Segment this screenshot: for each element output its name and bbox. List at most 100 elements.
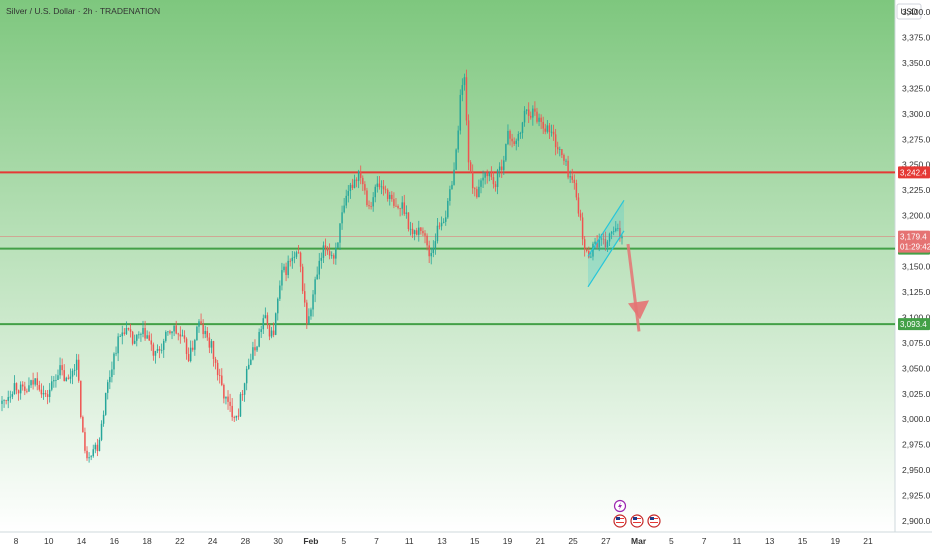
candle-body (167, 331, 169, 333)
candle-body (426, 235, 428, 246)
candle-body (115, 353, 117, 355)
candle-body (179, 334, 182, 337)
candle-body (61, 365, 63, 371)
x-tick-label: 19 (503, 536, 513, 546)
candle-body (374, 186, 376, 198)
candle-body (538, 117, 540, 122)
candle-body (250, 359, 252, 365)
candle-body (123, 332, 126, 334)
candle-body (73, 369, 76, 371)
x-tick-label: 21 (863, 536, 873, 546)
currency-button[interactable]: USD (896, 3, 922, 20)
candle-body (312, 294, 314, 310)
candle-body (57, 375, 59, 381)
candle-body (527, 109, 530, 116)
x-tick-label: 30 (273, 536, 283, 546)
x-tick-label: 7 (374, 536, 379, 546)
candle-body (372, 197, 374, 207)
candle-body (333, 255, 335, 259)
candle-body (183, 335, 186, 339)
candle-body (3, 400, 5, 402)
candle-body (258, 331, 260, 347)
candle-body (569, 176, 571, 178)
candle-body (26, 390, 28, 392)
candle-body (310, 309, 312, 317)
y-tick-label: 3,000.0 (902, 414, 931, 424)
candle-body (158, 348, 161, 351)
candle-body (368, 205, 370, 207)
candle-body (154, 350, 157, 356)
candle-body (428, 245, 430, 257)
candle-body (65, 377, 68, 382)
candle-body (119, 336, 121, 338)
candle-body (225, 396, 227, 399)
down-arrow-drawing[interactable] (626, 243, 649, 332)
candle-body (380, 186, 383, 188)
x-tick-label: 5 (669, 536, 674, 546)
candle-body (63, 370, 65, 382)
candle-body (592, 243, 594, 257)
candle-body (565, 160, 567, 162)
candle-body (436, 225, 439, 242)
candle-body (461, 85, 464, 95)
candle-body (113, 353, 115, 370)
x-tick-label: 22 (175, 536, 185, 546)
candle-body (513, 141, 515, 144)
candle-body (353, 179, 356, 188)
price-axis[interactable]: 3,400.0 3,375.0 3,350.0 3,325.0 3,300.0 3,275… (902, 7, 931, 526)
candle-body (160, 349, 163, 351)
us-flag-event[interactable] (613, 514, 627, 528)
y-tick-label: 3,225.0 (902, 185, 931, 195)
candle-body (525, 109, 528, 111)
plot-background (0, 0, 895, 532)
candle-body (192, 347, 194, 350)
candle-body (617, 227, 619, 229)
x-tick-label: 10 (44, 536, 54, 546)
y-tick-label: 3,150.0 (902, 262, 931, 272)
candle-body (420, 227, 422, 231)
svg-text:3,242.4: 3,242.4 (900, 168, 927, 177)
candle-body (532, 108, 534, 118)
candle-body (583, 239, 586, 250)
candle-body (212, 341, 215, 359)
x-tick-label: 15 (798, 536, 808, 546)
candle-body (111, 369, 113, 377)
lightning-event[interactable] (613, 499, 627, 513)
candle-body (1, 400, 3, 404)
channel-lower-line[interactable] (587, 230, 625, 288)
time-axis[interactable]: 8 10 14 16 18 22 24 28 30 Feb 5 7 11 13 15 19 21 25 27 Mar 5… (14, 536, 873, 546)
channel-upper-line[interactable] (587, 200, 625, 257)
candle-body (254, 347, 256, 351)
candle-body (214, 358, 217, 363)
candle-body (575, 182, 578, 198)
y-tick-label: 3,275.0 (902, 134, 931, 144)
event-markers[interactable] (613, 499, 661, 528)
candle-body (256, 346, 258, 351)
candle-body (571, 176, 573, 180)
candle-body (71, 370, 74, 377)
candle-body (306, 302, 308, 324)
countdown-label: 01:29:42 (900, 243, 932, 252)
candle-body (301, 266, 304, 292)
candle-body (100, 423, 103, 440)
candle-body (328, 251, 331, 256)
candle-body (399, 207, 401, 209)
candle-body (409, 228, 412, 230)
x-tick-label: 11 (733, 536, 742, 546)
us-flag-event[interactable] (630, 514, 644, 528)
candle-body (283, 266, 285, 271)
x-tick-label: 8 (14, 536, 19, 546)
channel-drawing[interactable] (587, 200, 625, 288)
candle-body (235, 415, 238, 418)
x-tick-label: 21 (536, 536, 546, 546)
candle-body (281, 270, 283, 286)
candle-body (32, 380, 34, 385)
candle-body (221, 375, 223, 385)
us-flag-event[interactable] (647, 514, 661, 528)
x-tick-label: 14 (77, 536, 87, 546)
candle-body (490, 172, 493, 178)
candle-body (482, 177, 484, 181)
candle-body (457, 130, 459, 150)
